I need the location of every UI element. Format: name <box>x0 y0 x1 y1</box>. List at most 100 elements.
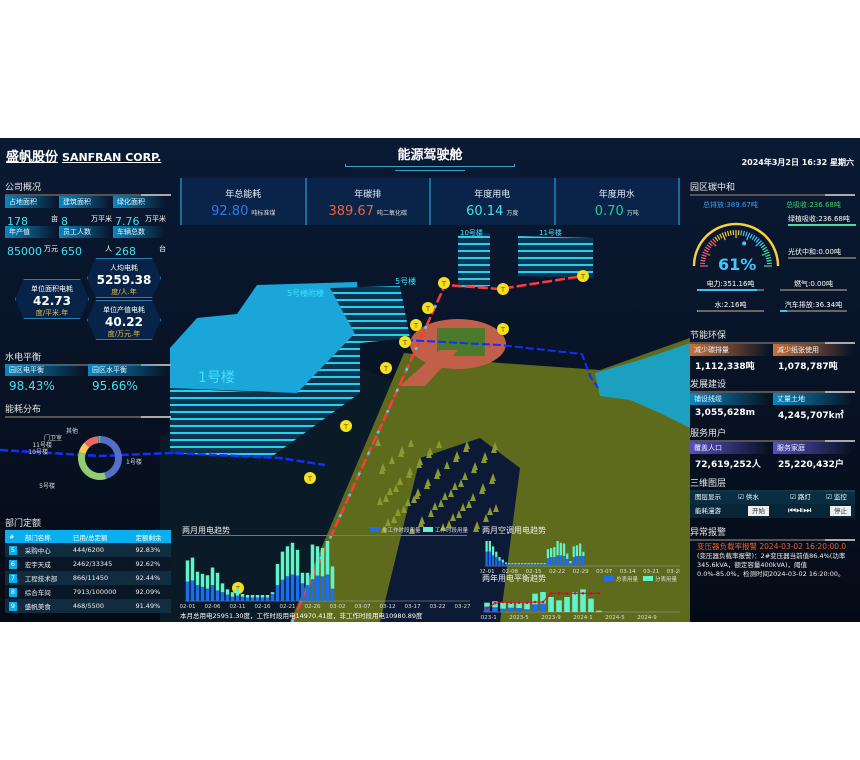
bar-02-29-series-1[interactable] <box>325 541 330 575</box>
line-point[interactable] <box>493 601 497 605</box>
bar-02-26-series-1[interactable] <box>310 544 315 580</box>
bar-02-12-series-0[interactable] <box>240 596 245 601</box>
bar-02-24-series-0[interactable] <box>559 555 562 566</box>
bar-2023-10-series-1[interactable] <box>556 600 562 612</box>
line-point[interactable] <box>589 591 593 595</box>
bar-02-09-series-1[interactable] <box>511 563 514 565</box>
bar-02-08-series-1[interactable] <box>508 563 511 565</box>
bar-02-15-series-0[interactable] <box>530 564 533 566</box>
bar-02-22-series-0[interactable] <box>553 557 556 566</box>
bar-02-29-series-0[interactable] <box>325 574 330 601</box>
bar-02-16-series-1[interactable] <box>533 563 537 565</box>
bar-2023-4-series-0[interactable] <box>508 607 514 612</box>
bar-02-25-series-1[interactable] <box>305 572 310 586</box>
bar-02-19-series-1[interactable] <box>275 563 280 586</box>
bar-02-19-series-0[interactable] <box>543 564 546 566</box>
bar-02-06-series-1[interactable] <box>501 559 504 563</box>
bar-02-14-series-1[interactable] <box>250 595 255 598</box>
bar-02-04-series-1[interactable] <box>200 573 205 587</box>
checkbox-streetlight[interactable]: ☑ 路灯 <box>790 493 811 501</box>
bar-02-22-series-0[interactable] <box>290 574 295 601</box>
bar-2023-6-series-1[interactable] <box>524 602 530 610</box>
line-point[interactable] <box>533 600 537 604</box>
streetlight-icon[interactable] <box>304 472 316 484</box>
bar-03-02-series-0[interactable] <box>582 556 585 566</box>
bar-2023-11-series-1[interactable] <box>564 597 570 612</box>
bar-02-18-series-1[interactable] <box>270 592 275 594</box>
bar-02-19-series-0[interactable] <box>275 585 280 601</box>
bar-02-23-series-0[interactable] <box>556 555 559 566</box>
bar-02-03-series-1[interactable] <box>195 571 200 586</box>
bar-02-26-series-1[interactable] <box>566 553 569 559</box>
donut-slice[interactable] <box>84 436 99 448</box>
bar-02-23-series-0[interactable] <box>295 575 300 601</box>
bar-02-10-series-0[interactable] <box>230 596 235 601</box>
bar-02-24-series-1[interactable] <box>559 542 562 556</box>
streetlight-icon[interactable] <box>438 277 450 289</box>
bar-03-01-series-0[interactable] <box>330 588 335 601</box>
line-point[interactable] <box>541 600 545 604</box>
line-point[interactable] <box>549 591 553 595</box>
bar-02-24-series-0[interactable] <box>300 583 305 601</box>
bar-2023-7-series-0[interactable] <box>532 604 538 612</box>
bar-2023-8-series-1[interactable] <box>540 592 546 604</box>
table-row[interactable]: 5 采购中心 444/6200 92.83% <box>5 543 171 557</box>
bar-02-14-series-0[interactable] <box>250 597 255 601</box>
bar-02-12-series-1[interactable] <box>240 593 245 597</box>
bar-02-09-series-0[interactable] <box>511 564 514 566</box>
bar-02-14-series-0[interactable] <box>527 564 530 566</box>
bar-02-18-series-0[interactable] <box>270 593 275 601</box>
donut-slice[interactable] <box>78 452 107 480</box>
bar-02-02-series-0[interactable] <box>190 580 195 601</box>
bar-02-01-series-0[interactable] <box>185 581 190 601</box>
bar-02-27-series-0[interactable] <box>315 575 320 601</box>
bar-2024-3-series-1[interactable] <box>596 610 602 612</box>
streetlight-icon[interactable] <box>422 302 434 314</box>
bar-02-28-series-0[interactable] <box>572 557 575 566</box>
bar-02-05-series-1[interactable] <box>498 557 501 561</box>
bar-02-25-series-0[interactable] <box>305 585 310 601</box>
bar-02-12-series-0[interactable] <box>520 564 524 566</box>
bar-02-21-series-0[interactable] <box>285 576 290 601</box>
bar-02-17-series-1[interactable] <box>537 563 540 565</box>
bar-02-05-series-1[interactable] <box>205 575 210 589</box>
bar-02-27-series-1[interactable] <box>569 561 572 564</box>
bar-2023-6-series-0[interactable] <box>524 609 530 612</box>
bar-02-26-series-0[interactable] <box>310 579 315 601</box>
bar-02-07-series-0[interactable] <box>215 590 220 601</box>
bar-2023-12-series-1[interactable] <box>572 592 578 612</box>
bar-02-11-series-1[interactable] <box>517 563 520 565</box>
bar-02-13-series-0[interactable] <box>524 564 527 566</box>
table-row[interactable]: 9 盛帆美食 468/5500 91.49% <box>5 599 171 613</box>
bar-02-12-series-1[interactable] <box>520 563 524 565</box>
bar-02-09-series-1[interactable] <box>225 589 230 595</box>
bar-02-27-series-1[interactable] <box>315 546 320 576</box>
bar-02-21-series-1[interactable] <box>285 546 290 577</box>
bar-02-11-series-0[interactable] <box>517 564 520 566</box>
bar-02-29-series-1[interactable] <box>575 545 579 556</box>
bar-02-20-series-1[interactable] <box>280 551 285 580</box>
bar-02-08-series-0[interactable] <box>220 592 225 601</box>
bar-02-07-series-1[interactable] <box>504 562 508 564</box>
table-row[interactable]: 7 工程技术部 866/11450 92.44% <box>5 571 171 585</box>
bar-02-04-series-0[interactable] <box>200 586 205 601</box>
bar-02-10-series-1[interactable] <box>514 563 517 565</box>
bar-02-01-series-0[interactable] <box>485 551 488 566</box>
donut-slice[interactable] <box>78 442 90 454</box>
line-point[interactable] <box>573 591 577 595</box>
bar-02-22-series-1[interactable] <box>290 542 295 575</box>
bar-02-25-series-0[interactable] <box>562 556 566 566</box>
bar-2023-5-series-0[interactable] <box>516 608 522 612</box>
bar-02-02-series-1[interactable] <box>488 541 491 552</box>
line-point[interactable] <box>485 606 489 610</box>
bar-2023-1-series-1[interactable] <box>484 602 490 607</box>
donut-slice[interactable] <box>97 436 100 444</box>
bar-02-18-series-0[interactable] <box>540 564 543 566</box>
bar-02-07-series-0[interactable] <box>504 563 508 566</box>
bar-2023-8-series-0[interactable] <box>540 603 546 612</box>
bar-02-18-series-1[interactable] <box>540 563 543 565</box>
bar-02-08-series-0[interactable] <box>508 564 511 566</box>
line-point[interactable] <box>501 600 505 604</box>
alarm-heading[interactable]: 变压器负载率报警 2024-03-02 16:20:00.0 <box>697 542 847 551</box>
bar-02-08-series-1[interactable] <box>220 583 225 593</box>
